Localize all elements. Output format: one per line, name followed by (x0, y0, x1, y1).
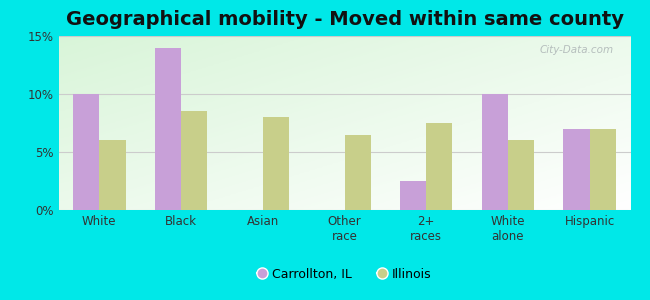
Bar (99, 140, 125, 210)
Bar (508, 140, 534, 210)
Bar (73, 94, 99, 210)
Bar (426, 123, 452, 210)
Bar (181, 111, 207, 210)
Bar (482, 94, 508, 210)
Bar (400, 181, 426, 210)
Bar (263, 117, 289, 210)
Bar (590, 129, 616, 210)
Title: Geographical mobility - Moved within same county: Geographical mobility - Moved within sam… (66, 10, 623, 29)
Bar (564, 129, 590, 210)
Text: City-Data.com: City-Data.com (540, 45, 614, 55)
Bar (344, 135, 370, 210)
Legend: Carrollton, IL, Illinois: Carrollton, IL, Illinois (251, 262, 438, 287)
Bar (155, 48, 181, 210)
